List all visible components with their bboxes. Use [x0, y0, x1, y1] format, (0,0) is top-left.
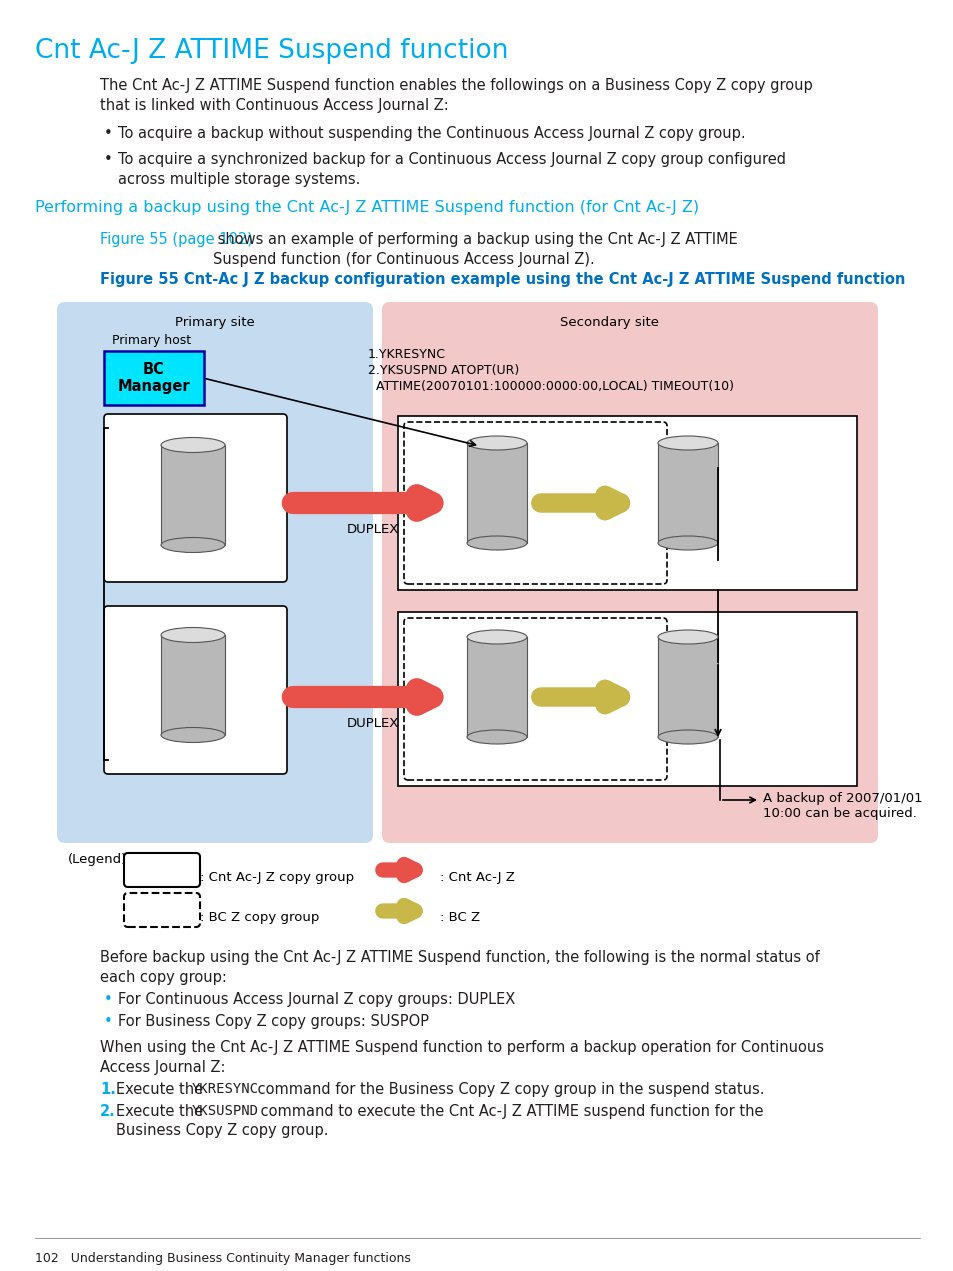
Text: •: •	[104, 991, 112, 1007]
FancyBboxPatch shape	[124, 853, 200, 887]
Text: (Legend): (Legend)	[68, 853, 127, 866]
Text: BC
Manager: BC Manager	[117, 362, 190, 394]
Text: For Business Copy Z copy groups: SUSPOP: For Business Copy Z copy groups: SUSPOP	[118, 1014, 429, 1030]
Text: Business Copy Z copy group.: Business Copy Z copy group.	[116, 1124, 328, 1138]
Ellipse shape	[467, 436, 526, 450]
Text: •: •	[104, 1014, 112, 1030]
Text: : BC Z: : BC Z	[439, 911, 479, 924]
Polygon shape	[658, 444, 718, 543]
Text: shows an example of performing a backup using the Cnt Ac-J Z ATTIME
Suspend func: shows an example of performing a backup …	[213, 233, 737, 267]
FancyBboxPatch shape	[57, 302, 373, 843]
Ellipse shape	[658, 536, 718, 550]
Text: DUPLEX: DUPLEX	[347, 717, 398, 730]
Text: Execute the: Execute the	[116, 1104, 208, 1118]
Ellipse shape	[658, 730, 718, 744]
Text: The Cnt Ac-J Z ATTIME Suspend function enables the followings on a Business Copy: The Cnt Ac-J Z ATTIME Suspend function e…	[100, 78, 812, 113]
Text: To acquire a backup without suspending the Continuous Access Journal Z copy grou: To acquire a backup without suspending t…	[118, 126, 745, 141]
Ellipse shape	[161, 437, 225, 452]
Text: : BC Z copy group: : BC Z copy group	[200, 911, 319, 924]
Text: Cnt Ac-J Z ATTIME Suspend function: Cnt Ac-J Z ATTIME Suspend function	[35, 38, 508, 64]
Ellipse shape	[467, 630, 526, 644]
Text: Performing a backup using the Cnt Ac-J Z ATTIME Suspend function (for Cnt Ac-J Z: Performing a backup using the Cnt Ac-J Z…	[35, 200, 699, 215]
Text: A backup of 2007/01/01
10:00 can be acquired.: A backup of 2007/01/01 10:00 can be acqu…	[762, 792, 922, 820]
FancyBboxPatch shape	[381, 302, 877, 843]
FancyBboxPatch shape	[104, 606, 287, 774]
Text: ATTIME(20070101:100000:0000:00,LOCAL) TIMEOUT(10): ATTIME(20070101:100000:0000:00,LOCAL) TI…	[368, 380, 733, 393]
Text: : Cnt Ac-J Z copy group: : Cnt Ac-J Z copy group	[200, 871, 354, 885]
FancyBboxPatch shape	[104, 351, 204, 405]
Text: Primary site: Primary site	[175, 316, 254, 329]
Text: When using the Cnt Ac-J Z ATTIME Suspend function to perform a backup operation : When using the Cnt Ac-J Z ATTIME Suspend…	[100, 1040, 823, 1075]
Text: Figure 55 (page 102): Figure 55 (page 102)	[100, 233, 253, 247]
Ellipse shape	[161, 628, 225, 643]
Ellipse shape	[467, 730, 526, 744]
Text: command for the Business Copy Z copy group in the suspend status.: command for the Business Copy Z copy gro…	[253, 1082, 763, 1097]
Ellipse shape	[161, 538, 225, 553]
Text: 102   Understanding Business Continuity Manager functions: 102 Understanding Business Continuity Ma…	[35, 1252, 411, 1265]
Polygon shape	[467, 444, 526, 543]
FancyBboxPatch shape	[104, 414, 287, 582]
Text: : Cnt Ac-J Z: : Cnt Ac-J Z	[439, 871, 515, 885]
Text: •: •	[104, 153, 112, 167]
FancyBboxPatch shape	[397, 613, 856, 785]
Ellipse shape	[658, 630, 718, 644]
Text: 2.YKSUSPND ATOPT(UR): 2.YKSUSPND ATOPT(UR)	[368, 364, 518, 377]
Ellipse shape	[467, 536, 526, 550]
Text: Secondary site: Secondary site	[560, 316, 659, 329]
Text: YKSUSPND: YKSUSPND	[192, 1104, 258, 1118]
Text: YKRESYNC: YKRESYNC	[192, 1082, 258, 1096]
Text: Primary host: Primary host	[112, 334, 192, 347]
Text: 1.: 1.	[100, 1082, 115, 1097]
Ellipse shape	[658, 436, 718, 450]
Text: •: •	[104, 126, 112, 141]
FancyBboxPatch shape	[397, 416, 856, 590]
Polygon shape	[467, 637, 526, 737]
Text: For Continuous Access Journal Z copy groups: DUPLEX: For Continuous Access Journal Z copy gro…	[118, 991, 515, 1007]
Ellipse shape	[161, 727, 225, 742]
Text: 1.YKRESYNC: 1.YKRESYNC	[368, 348, 446, 361]
Text: DUPLEX: DUPLEX	[347, 522, 398, 536]
Text: Execute the: Execute the	[116, 1082, 208, 1097]
Text: Figure 55 Cnt-Ac J Z backup configuration example using the Cnt Ac-J Z ATTIME Su: Figure 55 Cnt-Ac J Z backup configuratio…	[100, 272, 904, 287]
Text: To acquire a synchronized backup for a Continuous Access Journal Z copy group co: To acquire a synchronized backup for a C…	[118, 153, 785, 187]
Polygon shape	[161, 636, 225, 735]
Text: Before backup using the Cnt Ac-J Z ATTIME Suspend function, the following is the: Before backup using the Cnt Ac-J Z ATTIM…	[100, 949, 819, 985]
Polygon shape	[658, 637, 718, 737]
Text: command to execute the Cnt Ac-J Z ATTIME suspend function for the: command to execute the Cnt Ac-J Z ATTIME…	[255, 1104, 762, 1118]
Polygon shape	[161, 445, 225, 545]
Text: 2.: 2.	[100, 1104, 115, 1118]
FancyBboxPatch shape	[124, 894, 200, 927]
